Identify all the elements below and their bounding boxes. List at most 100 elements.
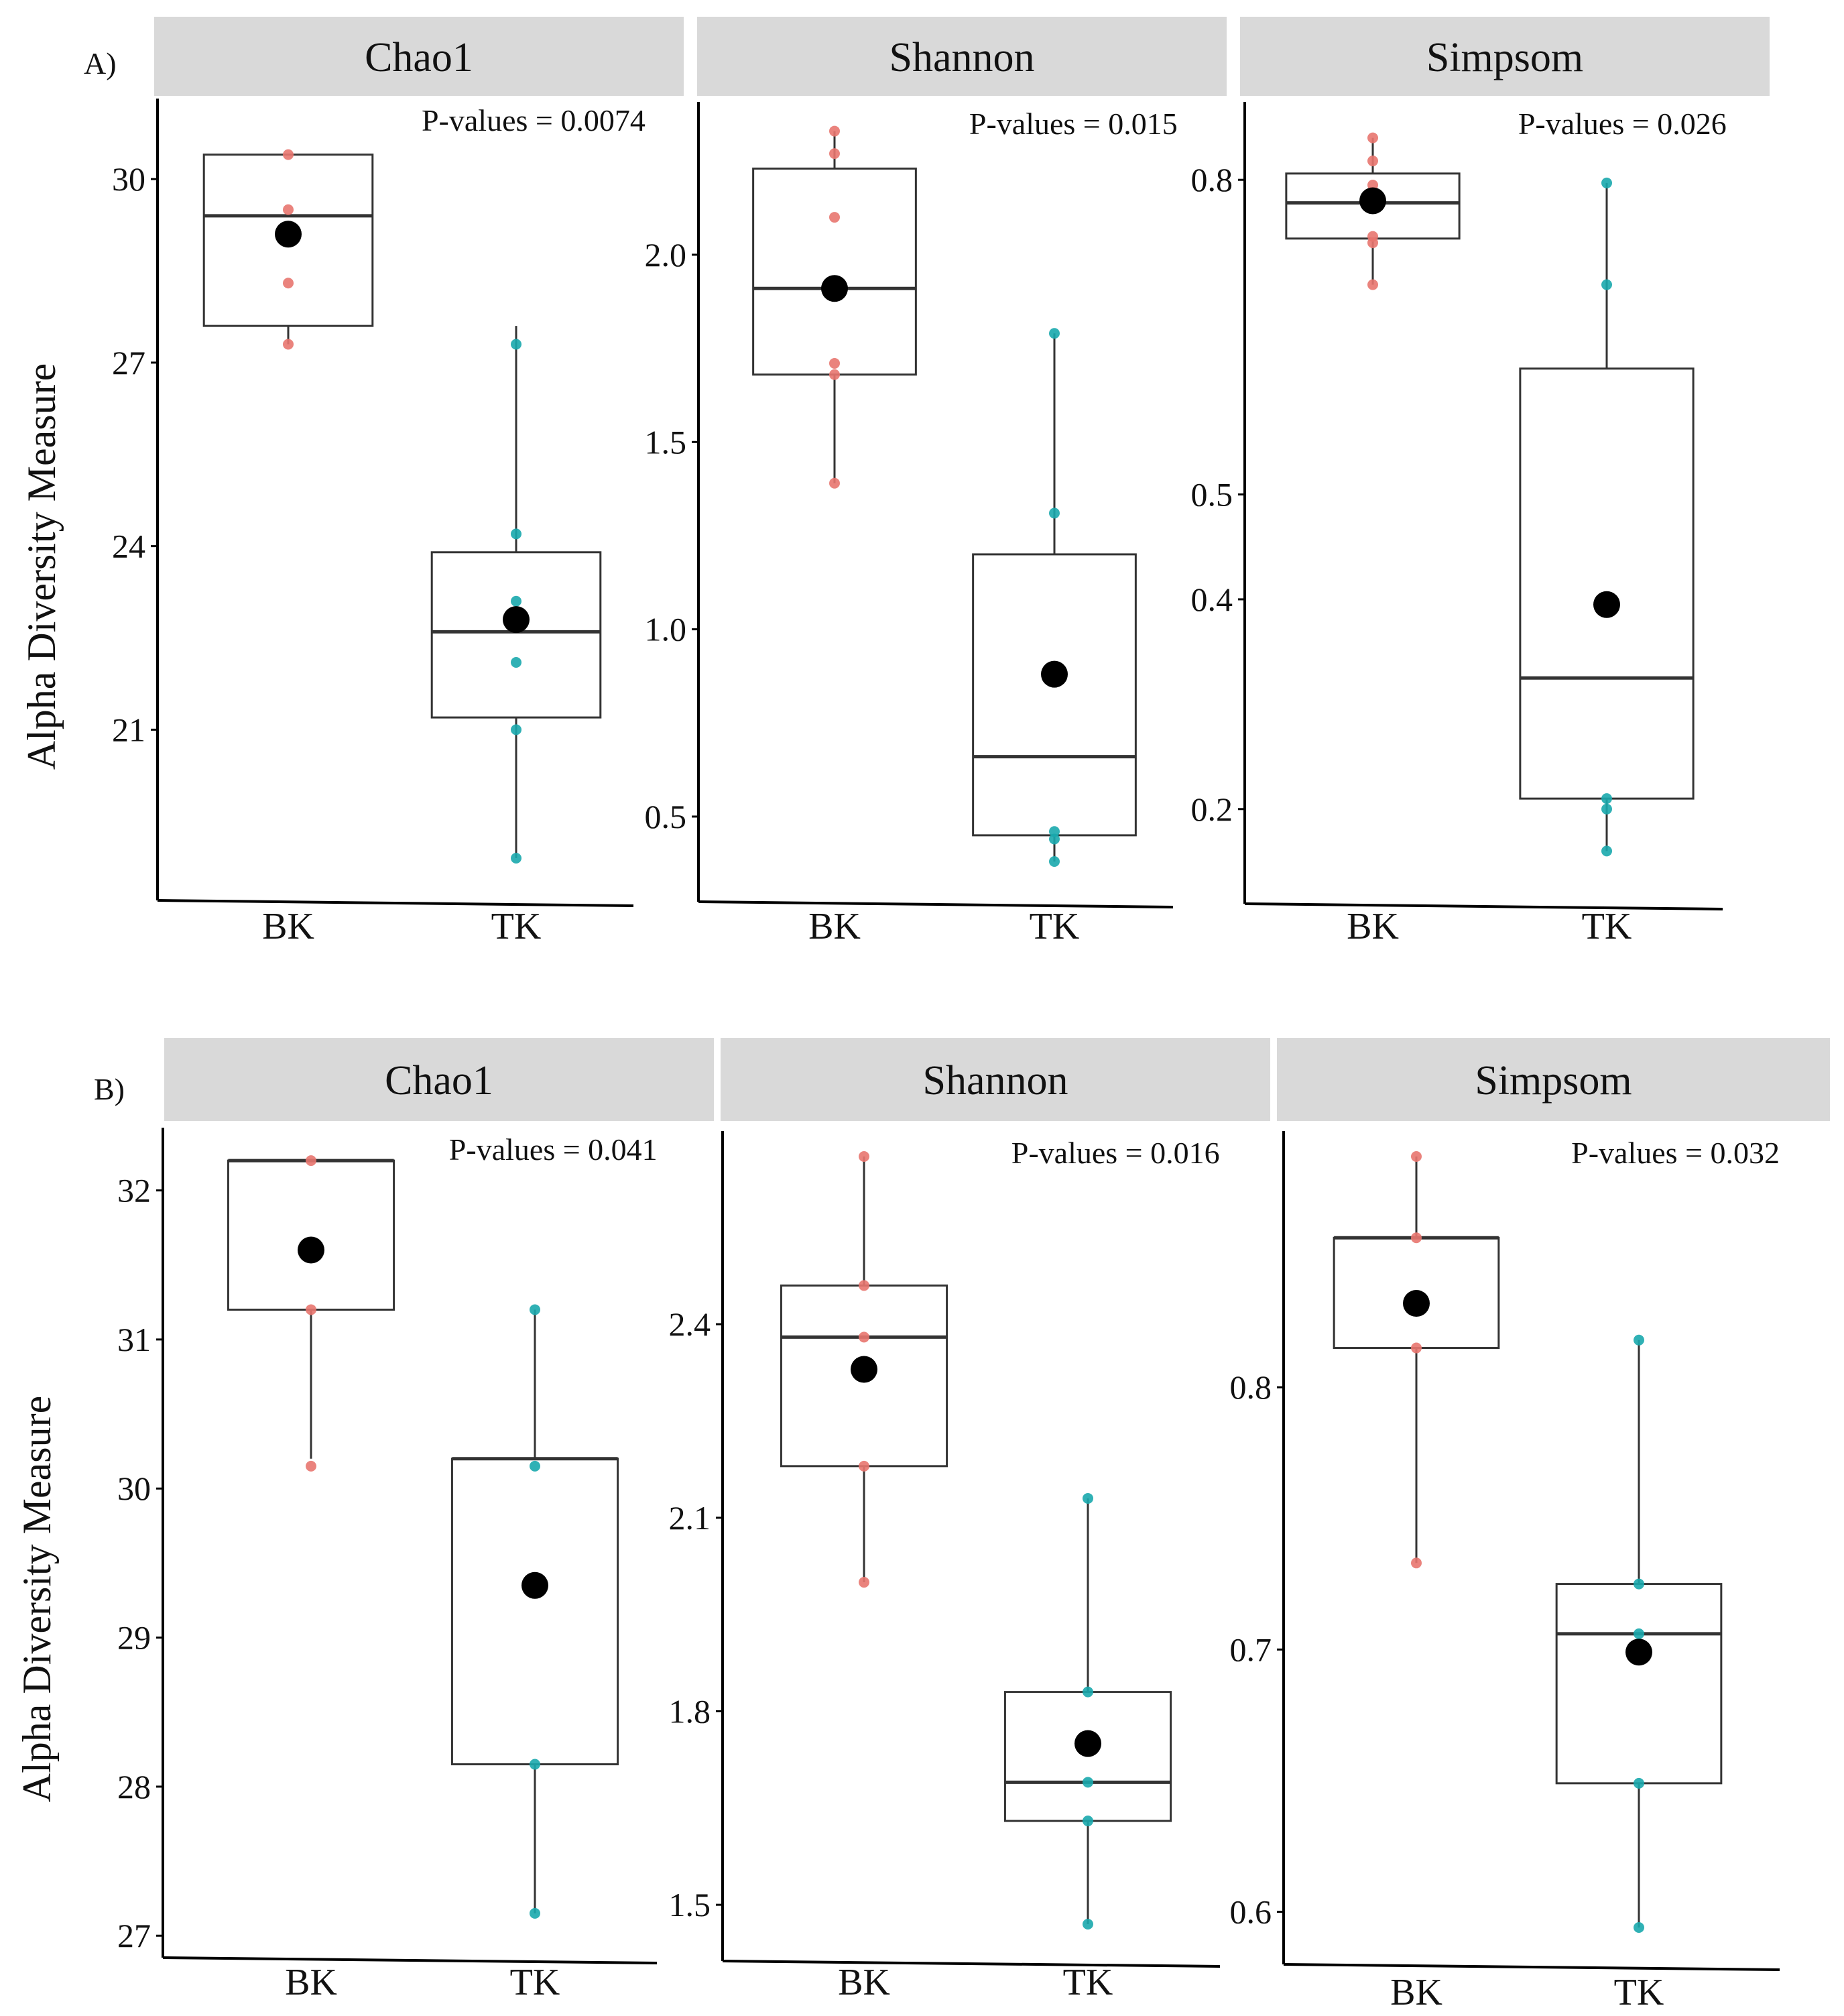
data-point-bk [1411, 1557, 1422, 1569]
y-tick-label: 2.0 [645, 236, 687, 274]
y-tick-label: 0.2 [1191, 790, 1233, 828]
data-point-tk [1083, 1777, 1093, 1788]
mean-marker [1593, 591, 1620, 618]
mean-marker [503, 606, 530, 634]
panel-shannon-a: Shannon 2.0 1.5 1.0 0.5 P-values = 0.015 BK TK [645, 17, 1227, 947]
data-point-tk [511, 339, 521, 350]
box-bk [1333, 1151, 1500, 1569]
data-point-tk [1601, 803, 1612, 815]
panel-simpsom-a: Simpsom 0.8 0.5 0.4 0.2 P-values = 0.026 BK TK [1191, 17, 1770, 947]
y-tick-label: 0.5 [1191, 476, 1233, 514]
y-tick-label: 24 [112, 528, 145, 565]
data-point-tk [1049, 826, 1060, 837]
data-point-tk [1083, 1816, 1093, 1827]
box-iqr [450, 1458, 619, 1766]
box-iqr [752, 167, 917, 376]
y-tick-label: 30 [112, 160, 145, 198]
y-axis-label-a: Alpha Diversity Measure [19, 363, 64, 770]
y-tick-label: 2.1 [669, 1499, 711, 1537]
panel-strip [1240, 17, 1770, 96]
data-point-tk [1083, 1686, 1093, 1698]
y-tick-label: 0.7 [1230, 1630, 1272, 1668]
data-point-tk [1049, 833, 1060, 845]
data-point-bk [829, 477, 840, 489]
data-point-bk [1411, 1342, 1422, 1354]
data-point-tk [530, 1907, 540, 1919]
mean-marker [821, 275, 848, 302]
y-axis-label-b: Alpha Diversity Measure [15, 1396, 59, 1803]
x-tick-label-tk: TK [510, 1962, 560, 2003]
x-tick-label-tk: TK [491, 906, 542, 947]
box-bk [227, 1155, 395, 1472]
box-bk [202, 149, 374, 350]
data-point-bk [829, 357, 840, 369]
mean-marker [275, 221, 302, 248]
row-b-label: B) [94, 1072, 125, 1106]
x-axis-line [722, 1960, 1221, 1968]
y-tick-label: 1.8 [669, 1692, 711, 1730]
data-point-bk [283, 339, 294, 350]
data-point-bk [283, 204, 294, 215]
p-value-label: P-values = 0.041 [449, 1132, 658, 1167]
data-point-tk [1083, 1919, 1093, 1930]
data-point-tk [1049, 328, 1060, 339]
data-point-tk [511, 528, 521, 540]
mean-marker [298, 1236, 324, 1264]
data-point-tk [1634, 1578, 1644, 1590]
panel-strip [164, 1038, 714, 1121]
y-tick-label: 0.8 [1230, 1368, 1272, 1406]
data-point-tk [1049, 856, 1060, 867]
x-axis-line [1244, 902, 1723, 910]
data-point-bk [283, 149, 294, 160]
x-axis-line [1283, 1963, 1780, 1971]
data-point-bk [859, 1577, 869, 1588]
x-tick-label-tk: TK [1614, 1972, 1664, 2013]
data-point-tk [1601, 793, 1612, 805]
panel-title: Simpsom [1426, 35, 1583, 80]
x-tick-label-tk: TK [1582, 906, 1632, 947]
data-point-bk [1367, 156, 1378, 167]
x-axis-line [162, 1956, 658, 1964]
box-bk [780, 1151, 948, 1588]
box-iqr [227, 1159, 395, 1311]
data-point-bk [859, 1280, 869, 1291]
y-tick-label: 21 [112, 711, 145, 748]
panel-title: Simpsom [1475, 1058, 1632, 1104]
data-point-tk [1601, 279, 1612, 290]
y-tick-label: 31 [117, 1321, 151, 1358]
data-point-bk [829, 212, 840, 223]
data-point-tk [1634, 1628, 1644, 1639]
box-bk [752, 125, 917, 489]
y-tick-label: 29 [117, 1619, 151, 1657]
box-iqr [972, 553, 1137, 837]
data-point-bk [1367, 237, 1378, 249]
panel-shannon-b: Shannon 2.4 2.1 1.8 1.5 P-values = 0.016 BK TK [669, 1038, 1270, 2003]
p-value-label: P-values = 0.0074 [422, 103, 646, 137]
data-point-tk [1634, 1777, 1644, 1789]
data-point-bk [859, 1151, 869, 1162]
x-tick-label-bk: BK [838, 1962, 890, 2003]
y-tick-label: 1.5 [645, 423, 687, 461]
y-tick-label: 0.6 [1230, 1893, 1272, 1931]
y-tick-label: 28 [117, 1768, 151, 1805]
data-point-bk [1411, 1151, 1422, 1162]
data-point-bk [859, 1331, 869, 1343]
box-iqr [1519, 367, 1695, 800]
mean-marker [521, 1572, 548, 1599]
x-tick-label-tk: TK [1063, 1962, 1113, 2003]
x-tick-label-bk: BK [285, 1962, 337, 2003]
x-tick-label-bk: BK [262, 906, 314, 947]
data-point-bk [306, 1304, 316, 1315]
box-bk [1285, 132, 1461, 290]
data-point-bk [1367, 279, 1378, 290]
x-axis-line [157, 899, 634, 907]
data-point-bk [306, 1155, 316, 1167]
box-tk [1519, 177, 1695, 857]
data-point-tk [530, 1759, 540, 1770]
data-point-bk [1411, 1232, 1422, 1244]
data-point-tk [511, 853, 521, 864]
panel-title: Chao1 [365, 35, 473, 80]
mean-marker [851, 1356, 877, 1383]
data-point-tk [530, 1460, 540, 1472]
